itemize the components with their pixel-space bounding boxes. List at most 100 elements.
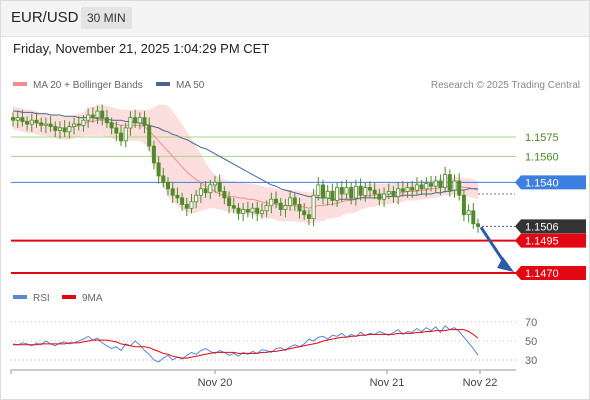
candle bbox=[170, 182, 175, 204]
candle bbox=[90, 107, 95, 123]
candle bbox=[443, 166, 448, 193]
rsi-line bbox=[12, 325, 479, 363]
candle-body bbox=[475, 223, 480, 227]
candle bbox=[269, 192, 274, 214]
candle-body bbox=[86, 114, 91, 121]
candle-body bbox=[316, 184, 321, 196]
source-credit: Research © 2025 Trading Central bbox=[430, 80, 580, 91]
candle bbox=[203, 181, 208, 198]
candle-body bbox=[114, 127, 119, 134]
candle bbox=[353, 179, 358, 206]
candle-body bbox=[72, 123, 77, 127]
symbol-label: EUR/USD bbox=[11, 9, 79, 26]
candle-body bbox=[302, 210, 307, 216]
candle bbox=[29, 113, 34, 132]
candle bbox=[400, 181, 405, 197]
candle bbox=[325, 184, 330, 206]
candle bbox=[34, 112, 39, 128]
candle bbox=[457, 173, 462, 201]
candle-body bbox=[62, 127, 67, 133]
candle bbox=[306, 209, 311, 226]
candle bbox=[128, 111, 133, 136]
candle-body bbox=[466, 210, 471, 216]
candle-body bbox=[438, 180, 443, 188]
timeframe-button[interactable]: 30 MIN bbox=[81, 7, 132, 29]
candle-body bbox=[461, 194, 466, 216]
candle bbox=[372, 182, 377, 200]
candle bbox=[241, 203, 246, 222]
timestamp: Friday, November 21, 2025 1:04:29 PM CET bbox=[13, 41, 270, 56]
candle bbox=[255, 201, 260, 222]
candle-body bbox=[76, 123, 81, 126]
candle bbox=[273, 191, 278, 209]
candle bbox=[396, 182, 401, 205]
candle-body bbox=[184, 203, 189, 209]
candle bbox=[433, 175, 438, 193]
candle bbox=[165, 177, 170, 196]
candle-body bbox=[67, 126, 72, 133]
candle bbox=[358, 178, 363, 201]
candle bbox=[302, 203, 307, 220]
candle bbox=[428, 175, 433, 192]
chart-header: EUR/USD 30 MIN bbox=[0, 0, 590, 37]
candle bbox=[189, 193, 194, 214]
candle-body bbox=[245, 209, 250, 213]
candle-body bbox=[161, 175, 166, 183]
candle bbox=[72, 117, 77, 135]
candle bbox=[119, 125, 124, 147]
candle-body bbox=[410, 187, 415, 191]
candle-body bbox=[39, 122, 44, 126]
candle-body bbox=[227, 197, 232, 207]
candle-body bbox=[471, 210, 476, 225]
candle bbox=[104, 109, 109, 128]
last-price-tag bbox=[515, 219, 586, 234]
candle-body bbox=[297, 203, 302, 212]
candle-body bbox=[269, 198, 274, 207]
candle-body bbox=[15, 117, 20, 121]
candle-body bbox=[203, 188, 208, 194]
candle bbox=[175, 187, 180, 204]
rsi-swatch bbox=[13, 295, 27, 300]
candle-body bbox=[344, 187, 349, 195]
candle bbox=[156, 156, 161, 184]
candle-body bbox=[95, 110, 100, 118]
candle bbox=[391, 186, 396, 204]
candle-body bbox=[288, 197, 293, 207]
candle-body bbox=[128, 117, 133, 129]
rsi-tick-50: 50 bbox=[525, 336, 537, 348]
rsi-panel: 70 50 30 bbox=[11, 317, 537, 367]
price-tag-1-1470: 1.1470 bbox=[525, 268, 559, 280]
candle-body bbox=[250, 207, 255, 213]
legend-ma50-label: MA 50 bbox=[176, 80, 205, 91]
projection-arrow-shaft bbox=[479, 226, 508, 266]
rsi-tick-30: 30 bbox=[525, 355, 537, 367]
candle-body bbox=[20, 117, 25, 122]
candle-body bbox=[339, 187, 344, 195]
candle bbox=[292, 192, 297, 211]
candle bbox=[297, 197, 302, 219]
candle bbox=[245, 201, 250, 218]
level-label-1-1560: 1.1560 bbox=[525, 151, 559, 163]
candle bbox=[217, 174, 222, 197]
candle bbox=[137, 112, 142, 130]
projection-arrow-head bbox=[497, 257, 514, 272]
candle bbox=[147, 117, 152, 152]
candle bbox=[410, 181, 415, 198]
candle bbox=[461, 190, 466, 222]
candle bbox=[259, 203, 264, 219]
candle bbox=[151, 140, 156, 170]
candle bbox=[250, 203, 255, 219]
candle-body bbox=[311, 194, 316, 220]
candle bbox=[447, 169, 452, 197]
candle-body bbox=[236, 207, 241, 214]
candle-body bbox=[396, 188, 401, 198]
candle-body bbox=[386, 190, 391, 195]
candle bbox=[335, 182, 340, 207]
candle bbox=[227, 191, 232, 214]
candle bbox=[344, 179, 349, 200]
candle-body bbox=[231, 205, 236, 209]
candle-body bbox=[217, 181, 222, 192]
candle bbox=[15, 111, 20, 128]
candle bbox=[123, 122, 128, 148]
